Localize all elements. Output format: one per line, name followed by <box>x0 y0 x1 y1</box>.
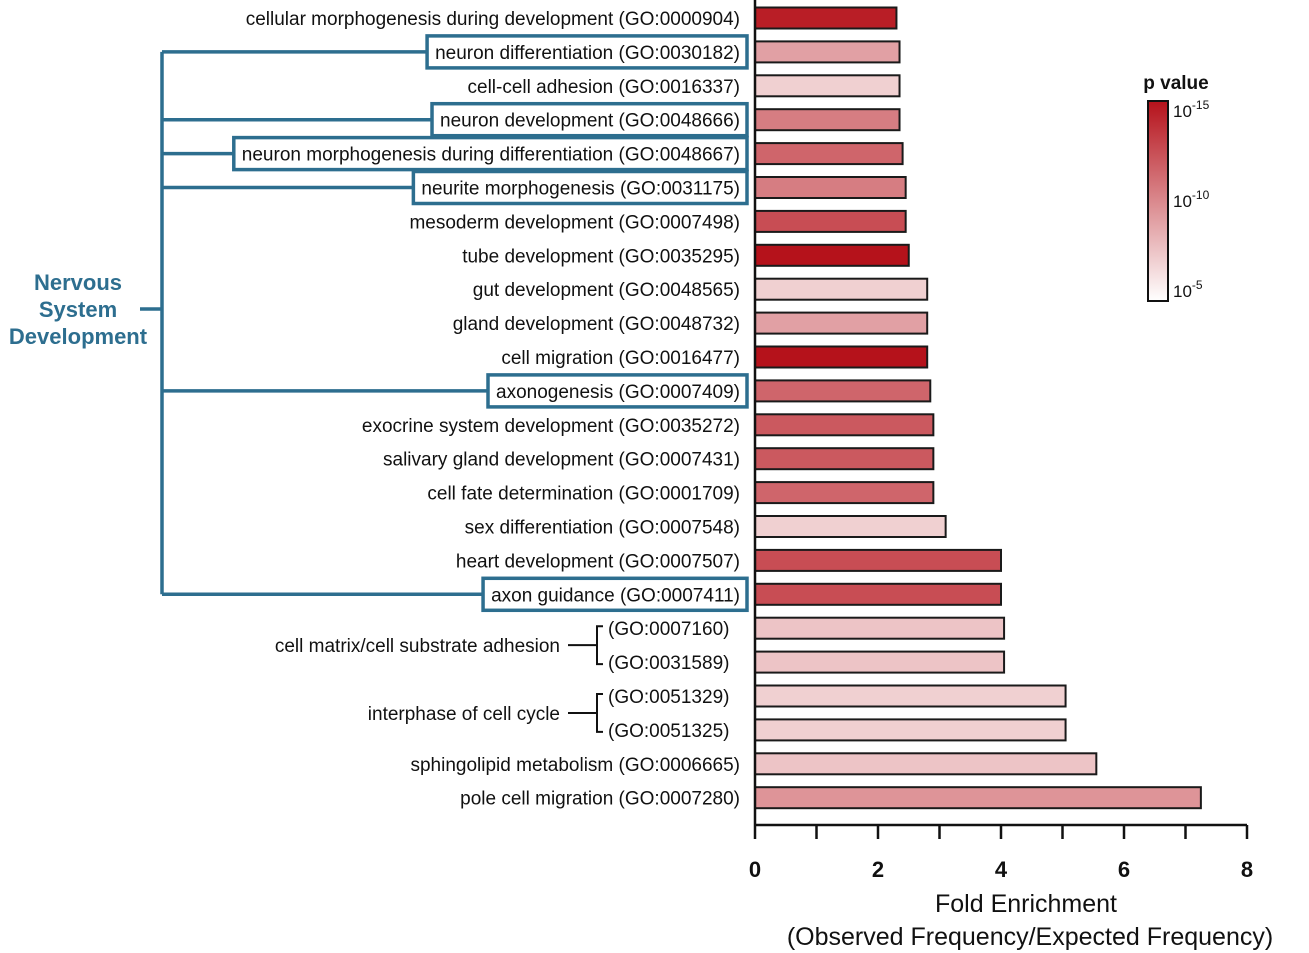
bar <box>754 548 1002 572</box>
bar <box>754 345 929 369</box>
sub-group-label: cell matrix/cell substrate adhesion <box>275 636 560 657</box>
x-tick-label: 8 <box>1241 857 1253 882</box>
bar <box>754 413 935 437</box>
category-label: pole cell migration (GO:0007280) <box>460 789 740 810</box>
x-tick-label: 4 <box>995 857 1008 882</box>
category-label: sex differentiation (GO:0007548) <box>465 518 740 539</box>
x-tick-label: 2 <box>872 857 884 882</box>
category-label: cell-cell adhesion (GO:0016337) <box>468 77 741 98</box>
group-label: Development <box>9 324 148 349</box>
category-labels: cellular morphogenesis during developmen… <box>242 9 740 810</box>
bar <box>754 74 901 98</box>
bar <box>754 447 935 471</box>
sub-groups: cell matrix/cell substrate adhesion inter… <box>275 625 603 733</box>
bar <box>754 209 907 233</box>
bar <box>754 108 901 132</box>
bar <box>754 616 1006 640</box>
bar <box>754 142 904 166</box>
legend-tick-label: 10-10 <box>1173 188 1210 211</box>
x-axis-title: (Observed Frequency/Expected Frequency) <box>787 923 1273 951</box>
bar <box>754 176 907 199</box>
x-axis-title: Fold Enrichment <box>935 890 1117 918</box>
bar <box>754 243 910 267</box>
bar <box>754 718 1067 742</box>
x-tick-label: 6 <box>1118 857 1130 882</box>
category-label: neurite morphogenesis (GO:0031175) <box>421 179 740 200</box>
bar <box>754 515 947 538</box>
category-label: (GO:0051325) <box>608 721 729 742</box>
category-label: neuron development (GO:0048666) <box>440 111 740 132</box>
category-label: salivary gland development (GO:0007431) <box>383 450 740 471</box>
p-value-legend: p value 10-15 10-10 10-5 <box>1143 73 1210 302</box>
category-label: mesoderm development (GO:0007498) <box>409 212 740 233</box>
sub-group-label: interphase of cell cycle <box>368 704 560 725</box>
category-label: cell migration (GO:0016477) <box>501 348 740 369</box>
x-axis: 0 2 4 6 8 Fold Enrichment (Observed Frequency/… <box>749 0 1273 951</box>
bar <box>754 481 935 505</box>
category-label: (GO:0007160) <box>608 619 729 640</box>
bar <box>754 786 1202 810</box>
bar <box>754 311 929 335</box>
legend-title: p value <box>1143 73 1208 94</box>
category-label: heart development (GO:0007507) <box>456 551 740 572</box>
category-label: gut development (GO:0048565) <box>473 280 740 301</box>
category-label: (GO:0051329) <box>608 687 729 708</box>
bar <box>754 650 1006 674</box>
sub-group-bracket <box>596 625 603 666</box>
category-label: cellular morphogenesis during developmen… <box>246 9 740 30</box>
category-label: exocrine system development (GO:0035272) <box>362 416 740 437</box>
category-label: axon guidance (GO:0007411) <box>491 585 740 606</box>
bar <box>754 582 1002 606</box>
category-label: tube development (GO:0035295) <box>462 246 740 267</box>
category-label: axonogenesis (GO:0007409) <box>496 382 740 403</box>
category-label: cell fate determination (GO:0001709) <box>427 484 740 505</box>
bar <box>754 40 901 64</box>
category-label: (GO:0031589) <box>608 653 729 674</box>
legend-tick-label: 10-5 <box>1173 278 1203 301</box>
bars-layer <box>754 6 1202 810</box>
bar <box>754 684 1067 708</box>
bar <box>754 277 929 301</box>
category-label: neuron differentiation (GO:0030182) <box>435 43 740 64</box>
legend-color-bar <box>1147 100 1169 302</box>
group-label: System <box>39 297 117 322</box>
bar <box>754 379 932 403</box>
bar <box>754 752 1098 776</box>
legend-tick-label: 10-15 <box>1173 98 1210 121</box>
category-label: sphingolipid metabolism (GO:0006665) <box>410 755 740 776</box>
category-label: gland development (GO:0048732) <box>453 314 740 335</box>
group-label: Nervous <box>34 270 122 295</box>
x-tick-label: 0 <box>749 857 761 882</box>
sub-group-bracket <box>596 693 603 733</box>
category-label: neuron morphogenesis during differentiat… <box>242 145 740 166</box>
bar <box>754 6 898 30</box>
